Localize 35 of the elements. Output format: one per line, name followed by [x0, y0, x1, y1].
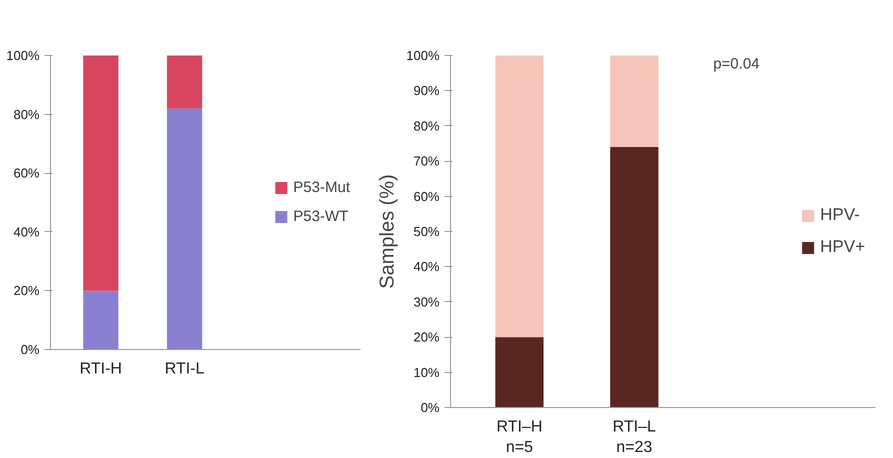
y-tick-label: 80%	[13, 106, 40, 122]
y-tick-label: 40%	[13, 224, 40, 240]
bar	[495, 56, 544, 338]
bar	[166, 56, 202, 108]
bar	[610, 56, 658, 148]
y-tick-label: 70%	[413, 154, 440, 169]
text: p=0.04	[713, 56, 760, 72]
y-tick-label: 90%	[413, 83, 440, 98]
y-tick-label: 80%	[413, 118, 440, 134]
bar	[83, 56, 118, 291]
x-tick-label: RTI–H n=5	[496, 418, 542, 456]
bar	[610, 147, 658, 408]
y-axis-title: Samples (%)	[376, 174, 398, 289]
bar	[495, 337, 544, 408]
legend-label: HPV-	[820, 205, 860, 225]
x-tick-label: RTI-L	[164, 360, 205, 378]
y-tick-label: 0%	[20, 342, 40, 357]
x-tick-label: RTI-H	[80, 360, 122, 378]
y-tick-label: 60%	[13, 166, 40, 181]
y-tick-label: 20%	[413, 330, 440, 345]
y-tick-label: 100%	[6, 48, 40, 63]
y-tick-label: 30%	[413, 294, 440, 310]
legend-label: HPV+	[820, 237, 865, 257]
x-tick-label: RTI–L n=23	[612, 418, 656, 456]
bar	[83, 290, 118, 350]
y-tick-label: 60%	[413, 188, 440, 204]
bar	[166, 108, 202, 350]
y-tick-label: 0%	[420, 400, 440, 415]
y-tick-label: 20%	[13, 283, 40, 298]
y-tick-label: 40%	[413, 259, 440, 274]
y-tick-label: 100%	[406, 48, 440, 63]
legend-label: P53-WT	[293, 208, 348, 225]
legend-label: P53-Mut	[293, 179, 350, 196]
y-tick-label: 50%	[413, 224, 440, 239]
y-tick-label: 10%	[413, 364, 440, 380]
